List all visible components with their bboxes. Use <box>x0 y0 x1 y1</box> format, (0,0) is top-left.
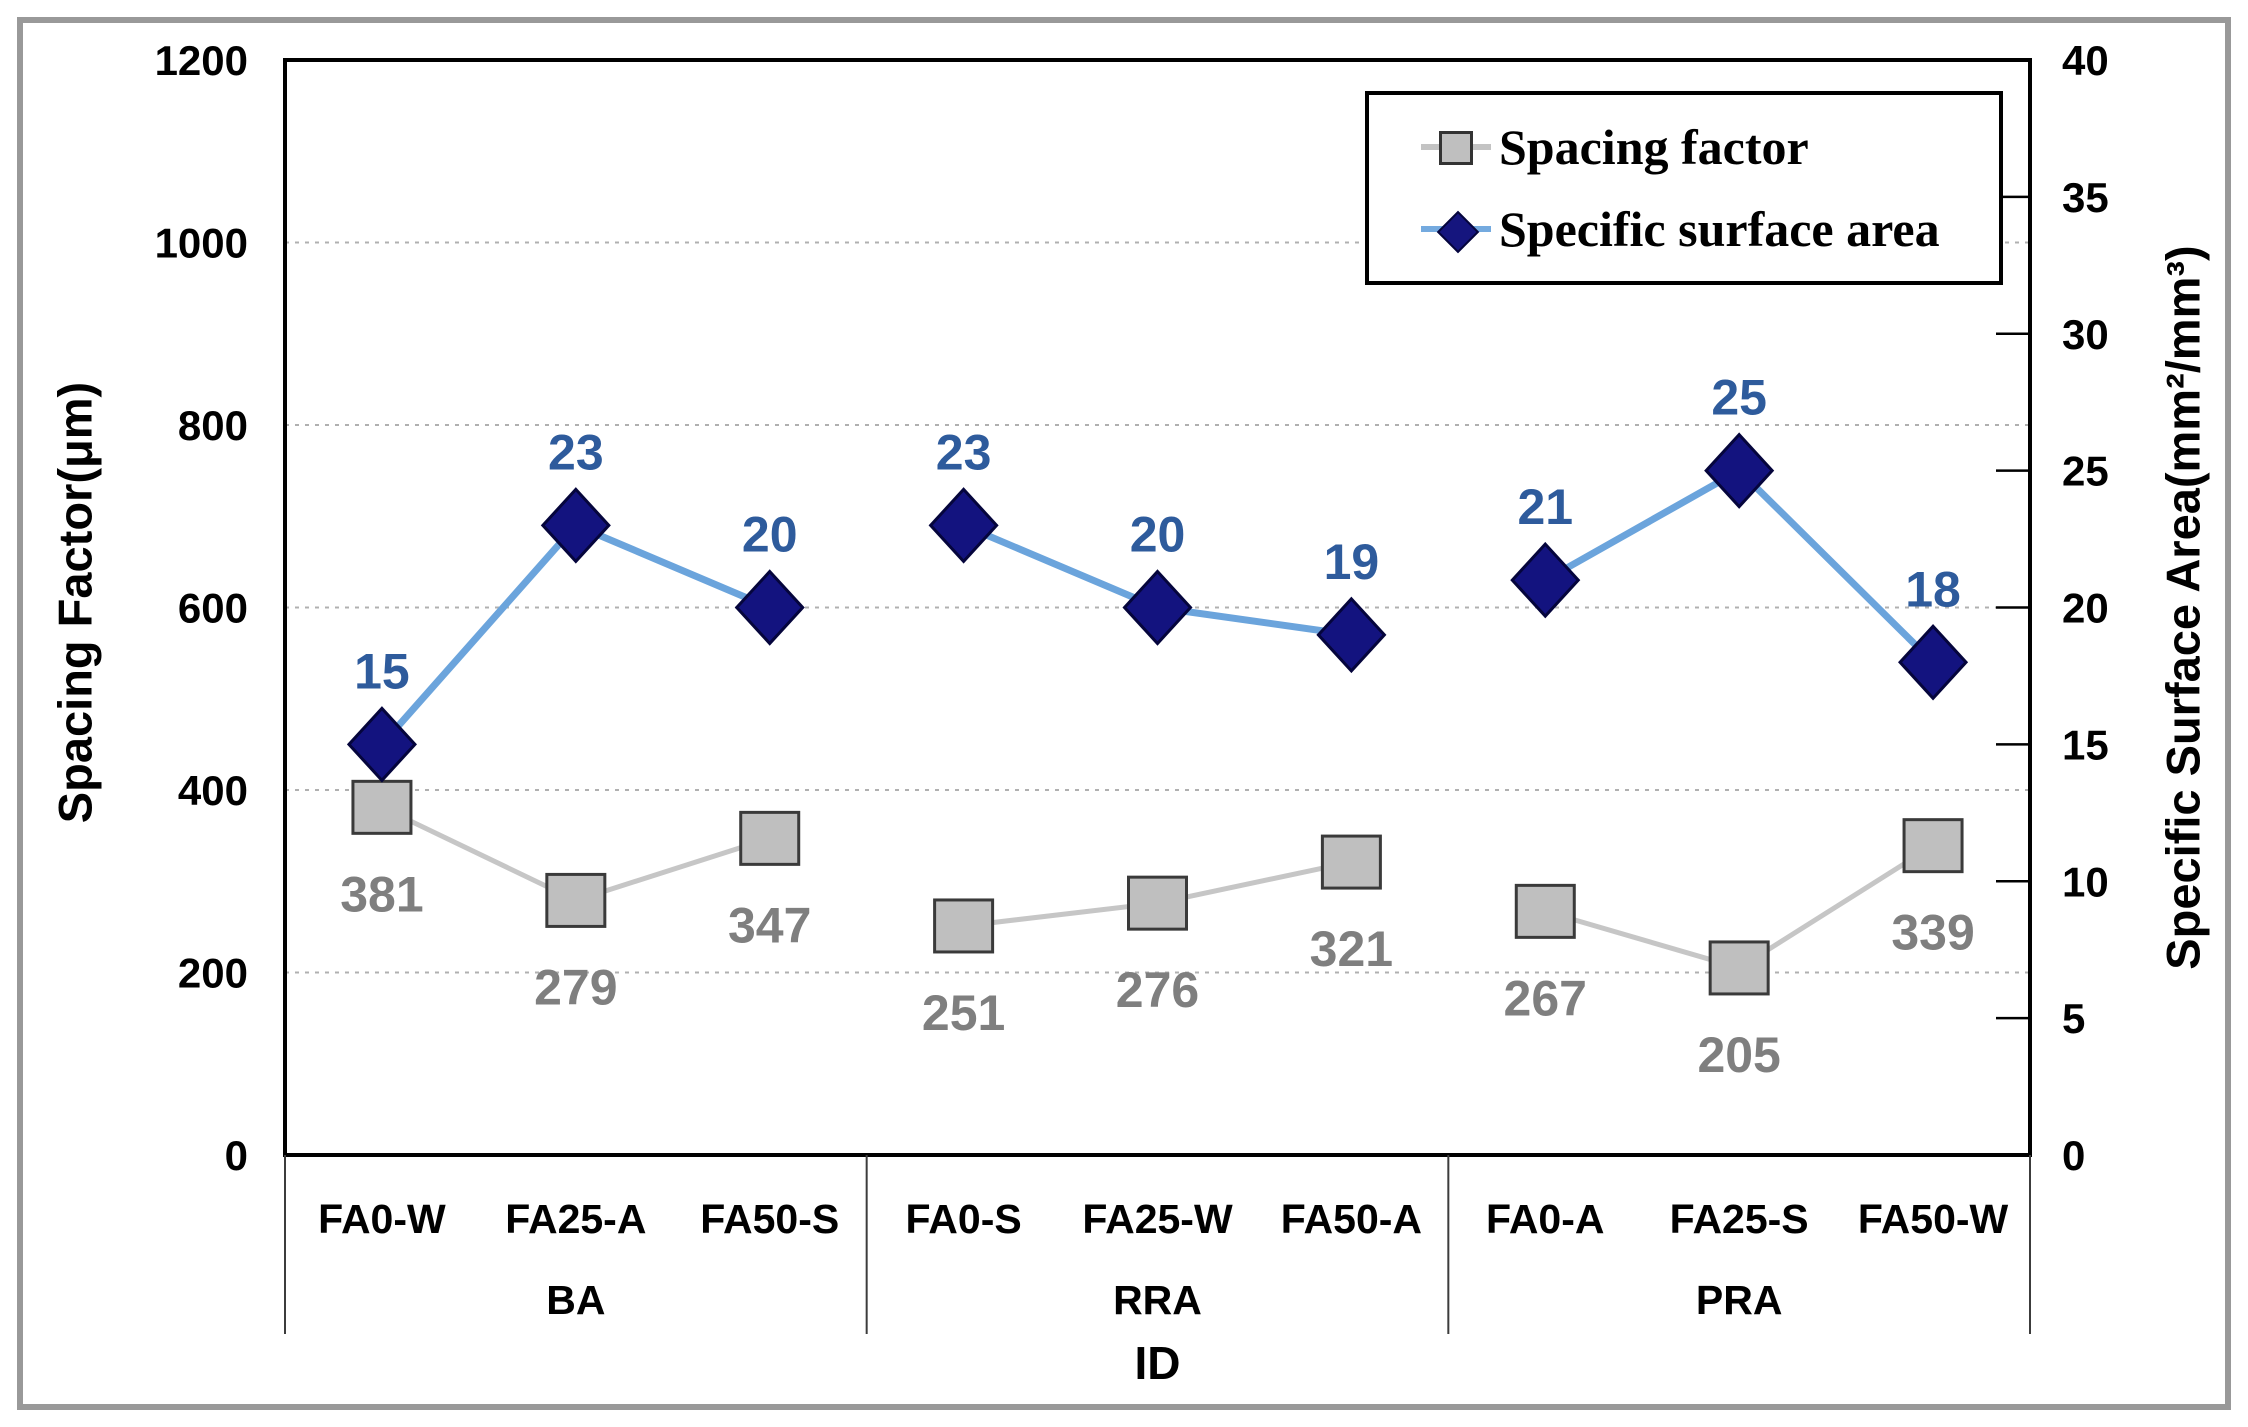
value-label-spacing-FA0-W: 381 <box>340 866 423 922</box>
marker-square-FA50-S <box>739 810 801 866</box>
category-label-FA25-W: FA25-W <box>1082 1196 1233 1242</box>
category-label-FA25-A: FA25-A <box>505 1196 646 1242</box>
legend: Spacing factor Specific surface area <box>1365 91 2003 285</box>
value-label-surface-FA0-S: 23 <box>936 424 992 480</box>
value-label-spacing-FA0-A: 267 <box>1504 970 1587 1026</box>
marker-diamond-FA25-W <box>1122 569 1193 646</box>
value-label-spacing-FA50-S: 347 <box>728 897 811 953</box>
left-axis-tick-label: 1200 <box>155 37 248 84</box>
left-axis-tick-label: 800 <box>178 402 248 449</box>
marker-diamond-FA50-W <box>1898 624 1969 701</box>
value-label-surface-FA25-S: 25 <box>1711 370 1767 426</box>
value-label-surface-FA0-A: 21 <box>1517 479 1573 535</box>
category-label-FA50-A: FA50-A <box>1281 1196 1422 1242</box>
category-label-FA25-S: FA25-S <box>1670 1196 1809 1242</box>
value-label-surface-FA25-A: 23 <box>548 424 604 480</box>
marker-diamond-FA0-A <box>1510 541 1581 619</box>
category-label-FA0-W: FA0-W <box>318 1196 446 1242</box>
navy-diamond-icon <box>1436 210 1480 253</box>
x-axis-title: ID <box>1134 1337 1181 1389</box>
legend-label-specific-surface-area: Specific surface area <box>1499 200 1940 257</box>
right-axis-tick-label: 10 <box>2062 858 2109 905</box>
right-axis-tick-label: 0 <box>2062 1132 2085 1179</box>
right-axis-tick-label: 5 <box>2062 995 2085 1042</box>
value-label-spacing-FA25-S: 205 <box>1697 1027 1780 1083</box>
value-label-surface-FA50-S: 20 <box>742 507 798 563</box>
left-axis-tick-label: 200 <box>178 950 248 997</box>
left-axis-title: Spacing Factor(μm) <box>48 381 102 824</box>
marker-square-FA25-A <box>545 872 607 928</box>
category-label-FA0-S: FA0-S <box>906 1196 1022 1242</box>
value-label-surface-FA50-A: 19 <box>1324 534 1380 590</box>
marker-diamond-FA25-S <box>1704 432 1775 509</box>
left-axis-tick-label: 400 <box>178 767 248 814</box>
value-label-spacing-FA25-A: 279 <box>534 959 617 1015</box>
right-axis-tick-label: 25 <box>2062 448 2109 495</box>
legend-item-spacing-factor: Spacing factor <box>1421 118 1999 176</box>
group-label-RRA: RRA <box>1113 1277 1202 1323</box>
right-axis-tick-label: 30 <box>2062 311 2109 358</box>
gray-square-icon <box>1439 131 1473 166</box>
category-label-FA0-A: FA0-A <box>1486 1196 1604 1242</box>
left-axis-tick-label: 600 <box>178 585 248 632</box>
specific-surface-area-marker-icon <box>1421 209 1491 253</box>
marker-diamond-FA50-S <box>734 569 805 646</box>
value-label-spacing-FA50-A: 321 <box>1310 921 1393 977</box>
value-label-surface-FA25-W: 20 <box>1130 507 1186 563</box>
marker-square-FA0-A <box>1514 883 1576 939</box>
value-label-spacing-FA50-W: 339 <box>1891 905 1974 961</box>
value-label-surface-FA50-W: 18 <box>1905 561 1961 617</box>
right-axis-tick-label: 20 <box>2062 585 2109 632</box>
marker-diamond-FA0-W <box>346 706 417 783</box>
legend-item-specific-surface-area: Specific surface area <box>1421 200 1999 258</box>
marker-square-FA0-S <box>933 898 995 954</box>
marker-diamond-FA0-S <box>928 487 999 564</box>
left-axis-tick-label: 1000 <box>155 220 248 267</box>
group-label-BA: BA <box>546 1277 605 1323</box>
marker-diamond-FA25-A <box>540 487 611 564</box>
marker-square-FA0-W <box>351 779 413 835</box>
marker-square-FA25-S <box>1708 940 1770 996</box>
left-axis-tick-label: 0 <box>225 1132 248 1179</box>
value-label-spacing-FA0-S: 251 <box>922 985 1005 1041</box>
group-label-PRA: PRA <box>1696 1277 1783 1323</box>
spacing-factor-marker-icon <box>1421 127 1491 167</box>
right-axis-tick-label: 15 <box>2062 721 2109 768</box>
right-axis-title: Specific Surface Area(mm²/mm³) <box>2156 245 2210 970</box>
legend-label-spacing-factor: Spacing factor <box>1499 119 1809 176</box>
marker-square-FA25-W <box>1127 875 1188 931</box>
marker-square-FA50-W <box>1902 818 1964 874</box>
category-label-FA50-S: FA50-S <box>700 1196 839 1242</box>
right-axis-tick-label: 35 <box>2062 174 2109 221</box>
right-axis-tick-label: 40 <box>2062 37 2109 84</box>
value-label-surface-FA0-W: 15 <box>354 643 410 699</box>
value-label-spacing-FA25-W: 276 <box>1116 962 1199 1018</box>
marker-square-FA50-A <box>1320 834 1382 890</box>
category-label-FA50-W: FA50-W <box>1858 1196 2009 1242</box>
chart-frame-border <box>17 17 2231 1410</box>
marker-diamond-FA50-A <box>1316 596 1387 674</box>
